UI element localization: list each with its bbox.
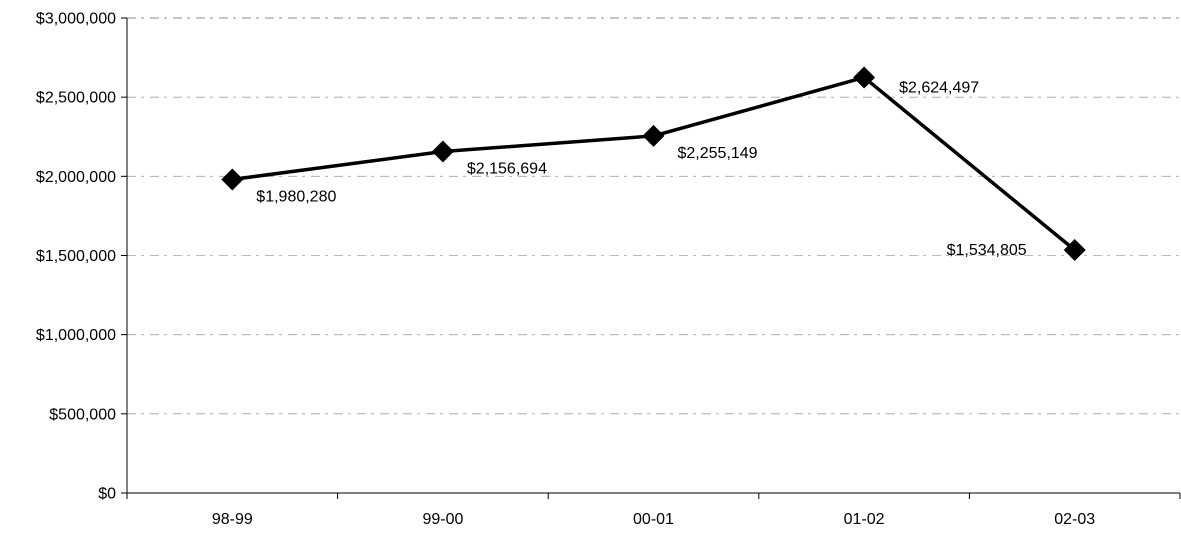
data-point-4 [1063, 238, 1086, 261]
data-label-3: $2,624,497 [899, 79, 979, 96]
data-label-1: $2,156,694 [467, 161, 547, 178]
x-tick-label-4: 02-03 [1054, 511, 1095, 528]
y-tick-label-4: $2,000,000 [36, 169, 116, 186]
y-tick-label-1: $500,000 [49, 406, 116, 423]
series-line-group [232, 75, 1076, 252]
data-label-0: $1,980,280 [256, 188, 336, 205]
x-tick-label-0: 98-99 [212, 511, 253, 528]
y-tick-labels: $0 $500,000 $1,000,000 $1,500,000 $2,000,000… [36, 11, 116, 503]
series-line-0 [232, 75, 1076, 252]
y-tick-label-3: $1,500,000 [36, 248, 116, 265]
x-tick-label-1: 99-00 [422, 511, 463, 528]
x-tick-label-3: 01-02 [844, 511, 885, 528]
data-label-4: $1,534,805 [947, 242, 1027, 259]
y-tick-label-0: $0 [98, 486, 116, 503]
axes [121, 17, 1181, 499]
y-tick-label-6: $3,000,000 [36, 11, 116, 28]
data-label-2: $2,255,149 [678, 145, 758, 162]
x-tick-labels: 98-99 99-00 00-01 01-02 02-03 [212, 511, 1095, 528]
x-tick-label-2: 00-01 [633, 511, 674, 528]
gridlines [127, 17, 1180, 415]
y-tick-label-2: $1,000,000 [36, 327, 116, 344]
data-point-1 [431, 140, 454, 163]
data-point-0 [221, 168, 244, 191]
data-labels: $1,980,280 $2,156,694 $2,255,149 $2,624,497… [256, 79, 1027, 259]
data-markers [221, 66, 1086, 261]
data-point-3 [853, 66, 876, 89]
y-tick-label-5: $2,500,000 [36, 90, 116, 107]
data-point-2 [642, 124, 665, 147]
